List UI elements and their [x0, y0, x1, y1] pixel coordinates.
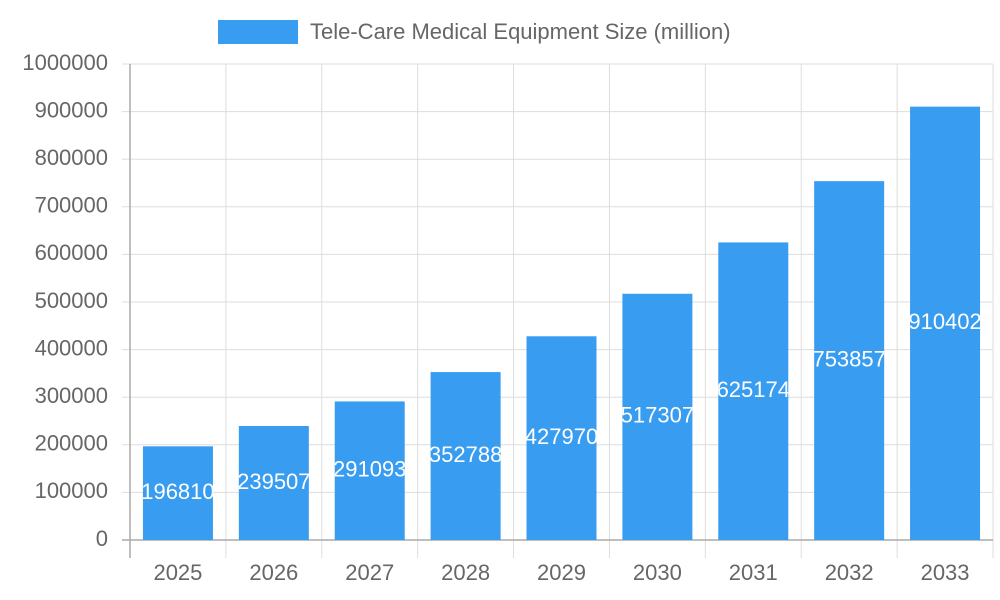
- x-tick-label: 2031: [729, 560, 778, 585]
- x-tick-label: 2027: [345, 560, 394, 585]
- x-tick-label: 2026: [249, 560, 298, 585]
- bar: [526, 336, 597, 540]
- bar: [334, 401, 405, 540]
- y-tick-label: 0: [96, 526, 108, 551]
- y-tick-label: 200000: [35, 431, 108, 456]
- y-tick-label: 600000: [35, 240, 108, 265]
- data-label: 517307: [621, 403, 694, 428]
- x-tick-label: 2033: [921, 560, 970, 585]
- data-label: 427970: [525, 424, 598, 449]
- bar: [814, 181, 885, 540]
- legend-label: Tele-Care Medical Equipment Size (millio…: [310, 19, 731, 44]
- x-tick-label: 2025: [153, 560, 202, 585]
- y-tick-label: 400000: [35, 335, 108, 360]
- y-tick-label: 700000: [35, 193, 108, 218]
- bar: [622, 293, 693, 540]
- data-label: 291093: [333, 457, 406, 482]
- y-tick-label: 900000: [35, 97, 108, 122]
- y-tick-label: 1000000: [22, 50, 108, 75]
- data-label: 196810: [141, 479, 214, 504]
- bar: [142, 446, 213, 540]
- y-tick-label: 100000: [35, 478, 108, 503]
- y-tick-label: 300000: [35, 383, 108, 408]
- y-tick-label: 500000: [35, 288, 108, 313]
- x-tick-label: 2030: [633, 560, 682, 585]
- data-label: 910402: [908, 309, 981, 334]
- bar: [238, 425, 309, 540]
- legend-swatch: [218, 20, 298, 44]
- x-tick-label: 2028: [441, 560, 490, 585]
- bar: [718, 242, 789, 540]
- data-label: 753857: [812, 346, 885, 371]
- x-tick-label: 2032: [825, 560, 874, 585]
- bar: [430, 372, 501, 540]
- data-label: 625174: [717, 377, 790, 402]
- data-label: 239507: [237, 469, 310, 494]
- y-tick-label: 800000: [35, 145, 108, 170]
- bar: [910, 106, 981, 540]
- x-tick-label: 2029: [537, 560, 586, 585]
- data-label: 352788: [429, 442, 502, 467]
